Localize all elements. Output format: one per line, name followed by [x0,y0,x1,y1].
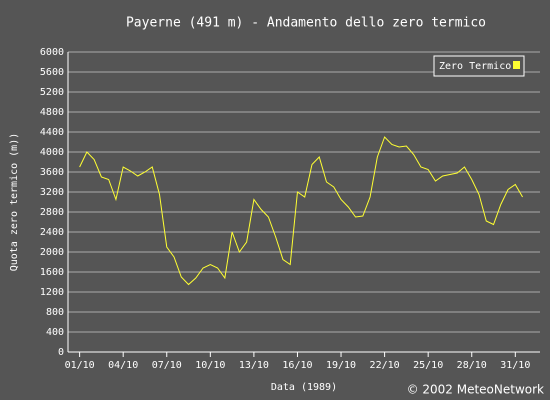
x-tick-label: 16/10 [282,360,312,371]
x-tick-label: 10/10 [195,360,225,371]
y-tick-label: 2000 [40,247,64,258]
y-tick-label: 4400 [40,127,64,138]
y-tick-label: 1200 [40,287,64,298]
x-axis-label: Data (1989) [271,382,337,393]
y-tick-label: 5600 [40,67,64,78]
y-tick-label: 2800 [40,207,64,218]
data-line [79,136,524,286]
y-tick-label: 800 [46,307,64,318]
x-tick-label: 13/10 [239,360,269,371]
y-tick-label: 3600 [40,167,64,178]
y-tick-label: 4800 [40,107,64,118]
y-tick-label: 3200 [40,187,64,198]
x-tick-label: 31/10 [500,360,530,371]
chart-title: Payerne (491 m) - Andamento dello zero t… [126,16,486,31]
x-tick-label: 25/10 [413,360,443,371]
legend-swatch [513,61,520,69]
y-tick-label: 400 [46,327,64,338]
x-tick-label: 01/10 [65,360,95,371]
legend-box [433,55,525,77]
x-tick-label: 04/10 [108,360,138,371]
x-tick-label: 07/10 [152,360,182,371]
y-tick-label: 6000 [40,47,64,58]
x-tick-label: 22/10 [370,360,400,371]
x-tick-label: 28/10 [457,360,487,371]
legend-label: Zero Termico [439,61,511,72]
x-tick-label: 19/10 [326,360,356,371]
y-axis-label: Quota zero termico (m)) [9,133,20,271]
y-tick-label: 4000 [40,147,64,158]
y-tick-label: 5200 [40,87,64,98]
credit: © 2002 MeteoNetwork [407,383,544,397]
y-tick-label: 0 [58,347,64,358]
y-tick-label: 1600 [40,267,64,278]
y-tick-label: 2400 [40,227,64,238]
